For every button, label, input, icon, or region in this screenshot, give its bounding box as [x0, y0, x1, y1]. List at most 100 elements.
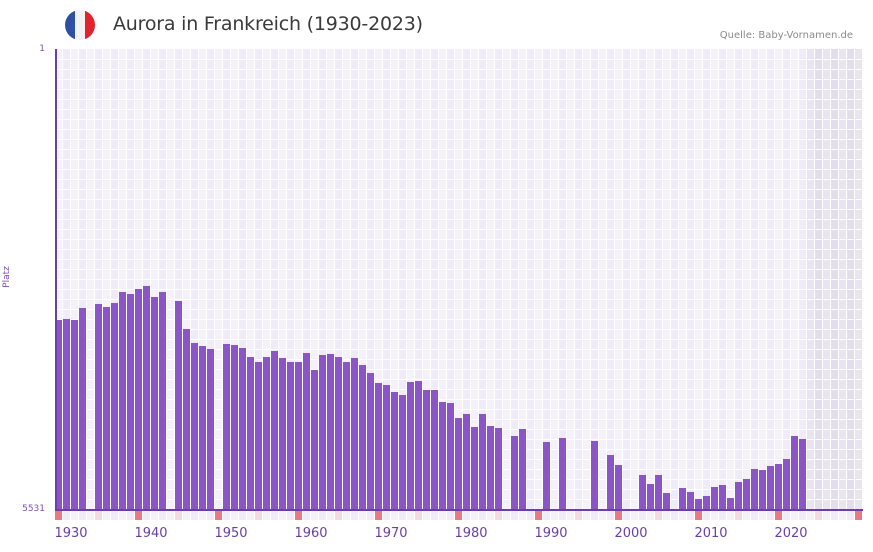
year-marker	[503, 511, 510, 520]
bar-1956[interactable]	[263, 357, 270, 510]
bar-1938[interactable]	[119, 292, 126, 510]
year-marker	[583, 511, 590, 520]
bar-2023[interactable]	[799, 439, 806, 510]
year-marker	[359, 511, 366, 520]
bar-1973[interactable]	[399, 395, 406, 510]
bar-1952[interactable]	[231, 345, 238, 510]
bar-1977[interactable]	[431, 390, 438, 510]
bar-1937[interactable]	[111, 303, 118, 510]
year-marker	[463, 511, 470, 520]
bar-1936[interactable]	[103, 307, 110, 510]
bar-1972[interactable]	[391, 392, 398, 510]
bar-2022[interactable]	[791, 436, 798, 510]
bar-1933[interactable]	[79, 308, 86, 510]
grid-hline	[55, 269, 863, 270]
bar-1962[interactable]	[311, 370, 318, 510]
bar-1939[interactable]	[127, 294, 134, 510]
bar-1955[interactable]	[255, 362, 262, 510]
bar-1970[interactable]	[375, 383, 382, 510]
bar-1979[interactable]	[447, 403, 454, 510]
bar-1965[interactable]	[335, 357, 342, 510]
bar-1966[interactable]	[343, 362, 350, 510]
bar-1967[interactable]	[351, 358, 358, 510]
bar-2017[interactable]	[751, 469, 758, 510]
grid-hline	[55, 59, 863, 60]
bar-1957[interactable]	[271, 351, 278, 510]
bar-1947[interactable]	[191, 343, 198, 510]
bar-1942[interactable]	[151, 297, 158, 510]
half-decade-marker	[415, 511, 422, 520]
bar-1931[interactable]	[63, 319, 70, 510]
bar-2016[interactable]	[743, 479, 750, 510]
bar-2004[interactable]	[647, 484, 654, 510]
bar-1935[interactable]	[95, 304, 102, 510]
year-marker	[743, 511, 750, 520]
bar-2009[interactable]	[687, 492, 694, 510]
bar-2005[interactable]	[655, 475, 662, 510]
bar-1961[interactable]	[303, 353, 310, 510]
bar-2019[interactable]	[767, 466, 774, 510]
bar-2018[interactable]	[759, 470, 766, 510]
bar-1983[interactable]	[479, 414, 486, 510]
bar-2012[interactable]	[711, 487, 718, 510]
bar-1971[interactable]	[383, 385, 390, 510]
bar-1932[interactable]	[71, 320, 78, 510]
x-tick-label: 2010	[694, 526, 728, 541]
bar-1964[interactable]	[327, 354, 334, 510]
bar-1968[interactable]	[359, 365, 366, 510]
year-marker	[279, 511, 286, 520]
bar-1976[interactable]	[423, 390, 430, 510]
bar-1945[interactable]	[175, 301, 182, 510]
bar-2010[interactable]	[695, 499, 702, 510]
flag-stripe-white	[75, 10, 85, 40]
bar-1941[interactable]	[143, 286, 150, 510]
bar-2008[interactable]	[679, 488, 686, 510]
bar-1974[interactable]	[407, 382, 414, 510]
bar-2003[interactable]	[639, 475, 646, 510]
x-tick-label: 2020	[774, 526, 808, 541]
bar-1959[interactable]	[287, 362, 294, 510]
bar-1997[interactable]	[591, 441, 598, 510]
bar-1943[interactable]	[159, 292, 166, 510]
year-marker	[383, 511, 390, 520]
bar-1978[interactable]	[439, 402, 446, 510]
grid-hline	[55, 409, 863, 410]
bar-1984[interactable]	[487, 426, 494, 510]
grid-hline	[55, 199, 863, 200]
bar-1946[interactable]	[183, 329, 190, 510]
bar-2021[interactable]	[783, 459, 790, 510]
bar-1980[interactable]	[455, 418, 462, 510]
bar-2006[interactable]	[663, 493, 670, 510]
bar-1975[interactable]	[415, 381, 422, 510]
bar-1987[interactable]	[511, 436, 518, 510]
bar-1940[interactable]	[135, 289, 142, 510]
bar-1981[interactable]	[463, 414, 470, 510]
bar-1954[interactable]	[247, 357, 254, 510]
bar-1951[interactable]	[223, 344, 230, 510]
bar-2015[interactable]	[735, 482, 742, 510]
grid-hline	[55, 79, 863, 80]
grid-hline	[55, 119, 863, 120]
bar-1953[interactable]	[239, 348, 246, 510]
bar-1993[interactable]	[559, 438, 566, 510]
bar-1991[interactable]	[543, 442, 550, 510]
grid-hline	[55, 319, 863, 320]
bar-1982[interactable]	[471, 427, 478, 510]
bar-1958[interactable]	[279, 358, 286, 510]
bar-1949[interactable]	[207, 349, 214, 510]
bar-1985[interactable]	[495, 428, 502, 510]
year-marker	[143, 511, 150, 520]
bar-2011[interactable]	[703, 496, 710, 510]
bar-1969[interactable]	[367, 373, 374, 510]
bar-2020[interactable]	[775, 464, 782, 510]
bar-2014[interactable]	[727, 498, 734, 510]
bar-2013[interactable]	[719, 485, 726, 510]
bar-1999[interactable]	[607, 455, 614, 510]
year-marker	[543, 511, 550, 520]
bar-2000[interactable]	[615, 465, 622, 510]
bar-1948[interactable]	[199, 346, 206, 510]
bar-1963[interactable]	[319, 355, 326, 510]
bar-1930[interactable]	[55, 320, 62, 510]
bar-1988[interactable]	[519, 429, 526, 510]
bar-1960[interactable]	[295, 362, 302, 510]
